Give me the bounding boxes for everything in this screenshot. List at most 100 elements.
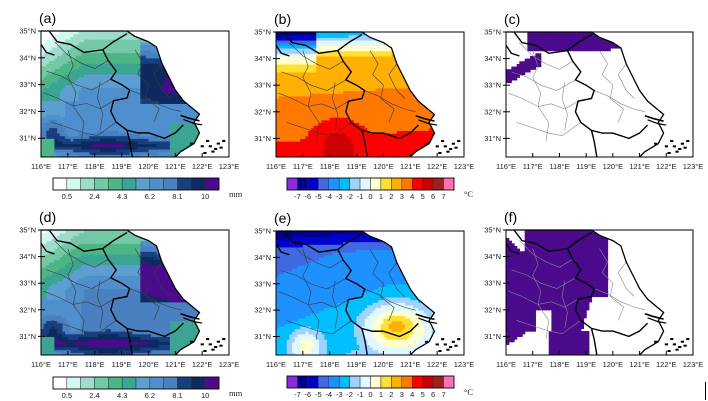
field-cell	[370, 63, 374, 68]
field-cell	[183, 41, 187, 45]
field-cell	[172, 143, 176, 147]
field-cell	[310, 63, 315, 68]
field-cell	[59, 44, 64, 48]
field-cell	[108, 108, 112, 113]
field-cell	[83, 108, 88, 113]
field-cell	[308, 133, 312, 137]
field-cell	[102, 84, 107, 88]
field-cell	[367, 135, 371, 139]
field-cell	[108, 122, 112, 126]
field-cell	[129, 41, 133, 45]
field-cell	[380, 133, 385, 137]
field-cell	[345, 53, 350, 57]
field-cell	[83, 47, 88, 51]
field-cell	[364, 109, 368, 113]
field-cell	[196, 143, 200, 147]
field-cell	[191, 55, 195, 59]
field-cell	[321, 58, 325, 62]
field-cell	[108, 65, 112, 70]
field-cell	[116, 65, 120, 70]
field-cell	[116, 63, 120, 67]
field-cell	[73, 36, 77, 40]
field-cell	[172, 41, 176, 45]
field-cell	[378, 114, 382, 118]
field-cell	[49, 135, 53, 139]
field-cell	[351, 79, 355, 84]
field-cell	[70, 73, 74, 78]
field-cell	[175, 140, 179, 145]
field-cell	[345, 130, 350, 134]
field-cell	[353, 34, 358, 38]
field-cell	[161, 124, 166, 129]
field-cell	[148, 130, 152, 134]
field-cell	[372, 138, 376, 142]
field-cell	[94, 119, 98, 123]
field-cell	[372, 127, 376, 131]
field-cell	[310, 146, 315, 150]
field-cell	[54, 119, 58, 123]
field-cell	[161, 122, 166, 126]
field-cell	[202, 50, 205, 53]
field-cell	[57, 65, 61, 70]
field-cell	[108, 140, 112, 145]
field-cell	[89, 95, 93, 99]
field-cell	[205, 130, 208, 133]
field-cell	[172, 73, 176, 78]
field-cell	[316, 130, 320, 134]
field-cell	[92, 116, 96, 121]
field-cell	[175, 57, 179, 62]
field-cell	[199, 74, 202, 77]
field-cell	[367, 143, 371, 147]
field-cell	[65, 146, 69, 150]
field-cell	[148, 146, 152, 150]
field-cell	[51, 108, 56, 113]
field-cell	[89, 57, 93, 62]
field-cell	[140, 68, 144, 72]
field-cell	[73, 122, 77, 126]
field-cell	[143, 81, 147, 86]
field-cell	[294, 98, 299, 102]
field-cell	[124, 151, 128, 155]
field-cell	[292, 34, 296, 38]
field-cell	[300, 95, 304, 100]
field-cell	[359, 117, 363, 121]
field-cell	[86, 135, 90, 139]
field-cell	[191, 79, 195, 83]
field-cell	[188, 111, 192, 115]
field-cell	[356, 87, 360, 92]
field-cell	[370, 130, 374, 134]
field-cell	[135, 116, 139, 121]
field-cell	[327, 138, 331, 142]
field-cell	[313, 63, 317, 68]
field-cell	[343, 95, 347, 100]
field-cell	[102, 154, 107, 157]
field-cell	[105, 100, 109, 104]
field-cell	[65, 130, 69, 134]
field-cell	[186, 65, 190, 70]
field-cell	[292, 149, 296, 153]
field-cell	[51, 84, 56, 88]
field-cell	[353, 130, 358, 134]
field-cell	[137, 103, 141, 107]
field-cell	[169, 84, 174, 88]
field-cell	[186, 49, 190, 54]
field-cell	[83, 114, 88, 118]
field-cell	[70, 92, 74, 96]
field-cell	[89, 106, 93, 110]
field-cell	[105, 119, 109, 123]
field-cell	[86, 60, 90, 64]
field-cell	[205, 103, 208, 106]
field-cell	[49, 79, 53, 83]
field-cell	[348, 114, 352, 118]
field-cell	[297, 79, 301, 84]
field-cell	[361, 39, 366, 44]
field-cell	[51, 98, 56, 102]
field-cell	[89, 135, 93, 139]
field-cell	[340, 69, 344, 73]
field-cell	[132, 138, 136, 142]
field-cell	[161, 148, 166, 153]
field-cell	[289, 37, 293, 41]
field-cell	[132, 122, 136, 126]
field-cell	[132, 114, 136, 118]
field-cell	[313, 109, 317, 113]
